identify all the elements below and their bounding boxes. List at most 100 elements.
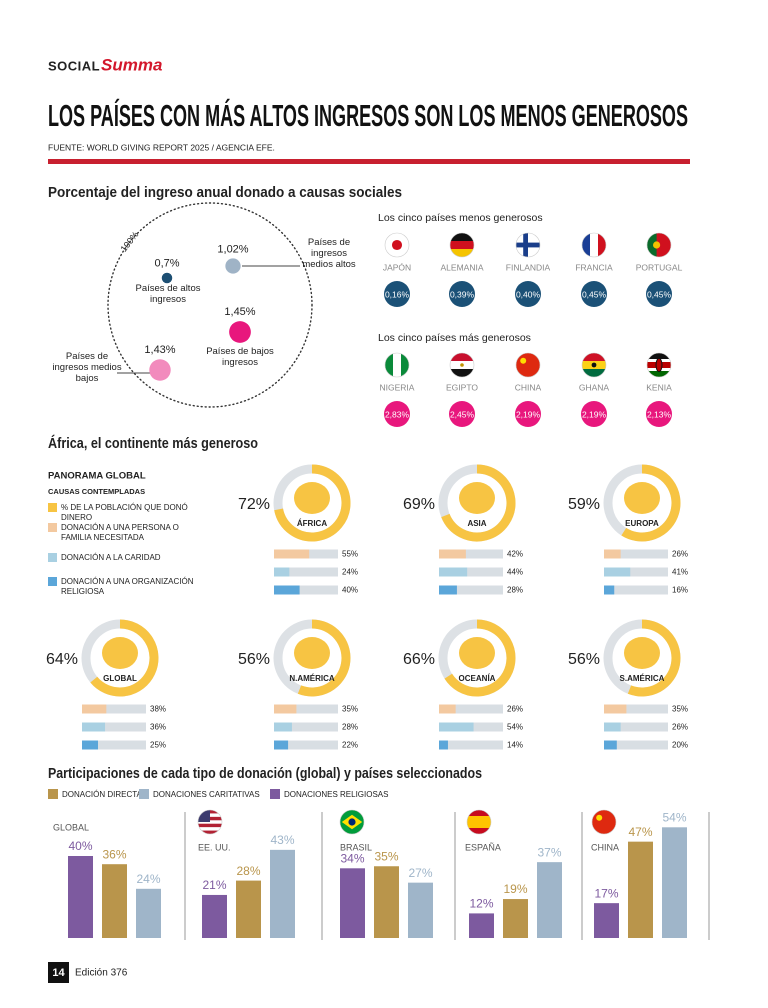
country-name: ALEMANIA [441,262,484,272]
country-name: EGIPTO [446,382,478,392]
flag [450,233,474,257]
bar-value: 26% [672,550,688,559]
badge-value: 2,45% [450,409,475,419]
group-label: GLOBAL [53,822,89,832]
bar-track [82,704,146,714]
flag [516,233,540,257]
legend-label: DONACIONES RELIGIOSAS [284,790,388,799]
flag-part [647,371,671,375]
flag-part [198,830,222,834]
bar [604,704,627,714]
flag-part [460,363,464,367]
bar [102,864,127,938]
flag-outline [466,809,492,835]
bar-value: 25% [150,741,166,750]
bar [604,585,615,595]
flag-part [520,357,527,364]
region-value: 56% [238,651,270,668]
badge-value: 0,39% [450,289,475,299]
bubble-value: 1,02% [217,243,248,255]
list-title: Los cinco países más generosos [378,332,531,344]
legend-swatch [48,523,57,532]
flag-part [450,369,474,377]
flag-part [393,353,402,377]
region-shape [459,482,495,514]
flag [450,353,474,377]
flag [340,810,364,834]
legend-swatch [48,503,57,512]
bar [439,567,468,577]
bar [604,722,621,732]
flag-part [661,233,667,257]
badge-value: 2,83% [385,409,410,419]
flag-part [467,810,491,817]
flag-part [591,362,597,368]
bubble [149,359,171,381]
region-shape [459,637,495,669]
country-name: FINLANDIA [506,262,551,272]
legend-swatch [48,553,57,562]
bar-track [604,722,668,732]
bubble [229,321,251,343]
bar-value: 35% [342,705,358,714]
flag [647,353,671,377]
flag-part [450,233,474,242]
bar-track [274,585,338,595]
bar [439,704,456,714]
brand-left: SOCIAL [48,58,100,73]
bar-track [604,549,668,559]
badge-value: 0,40% [516,289,541,299]
bubble-value: 1,45% [224,306,255,318]
value-badge [449,401,475,427]
bar [136,888,161,938]
value-badge [515,401,541,427]
bar [537,862,562,938]
value-badge [646,281,672,307]
region-name: N.AMÉRICA [289,674,335,683]
bubble [225,258,241,274]
flag [516,353,540,377]
flag-part [391,239,403,251]
ring-arc [441,464,516,542]
region-shape [624,637,660,669]
flag-part [582,233,591,257]
flag-outline [384,232,410,258]
bar [270,849,295,938]
flag-outline [581,352,607,378]
value-badge [384,281,410,307]
bar-value: 41% [672,568,688,577]
flag-outline [449,232,475,258]
flag-part [467,828,491,834]
bar [604,567,631,577]
bubble-label: Países de bajos ingresos [206,346,274,368]
bar-value: 26% [672,723,688,732]
legend-swatch [48,789,58,799]
bar-value: 28% [507,586,523,595]
flag-outline [581,232,607,258]
flag-part [516,353,540,377]
bar-value: 24% [342,568,358,577]
bar-value: 36% [102,847,126,861]
group-label: BRASIL [340,842,372,852]
bar [82,722,106,732]
bar-track [604,740,668,750]
flag-part [647,233,653,257]
flag-part [598,233,606,257]
bar-value: 36% [150,723,166,732]
bar [274,704,297,714]
group-label: ESPAÑA [465,842,501,852]
bar-value: 47% [628,825,652,839]
flag [582,233,606,257]
flag-part [450,249,474,257]
bar [274,722,292,732]
bar [202,894,227,938]
region-name: GLOBAL [103,674,137,683]
bar [439,585,457,595]
bar-track [82,740,146,750]
ring-arc [627,619,681,697]
bar [274,740,289,750]
bar [503,899,528,938]
bar-value: 35% [374,849,398,863]
bar-value: 12% [469,897,493,911]
